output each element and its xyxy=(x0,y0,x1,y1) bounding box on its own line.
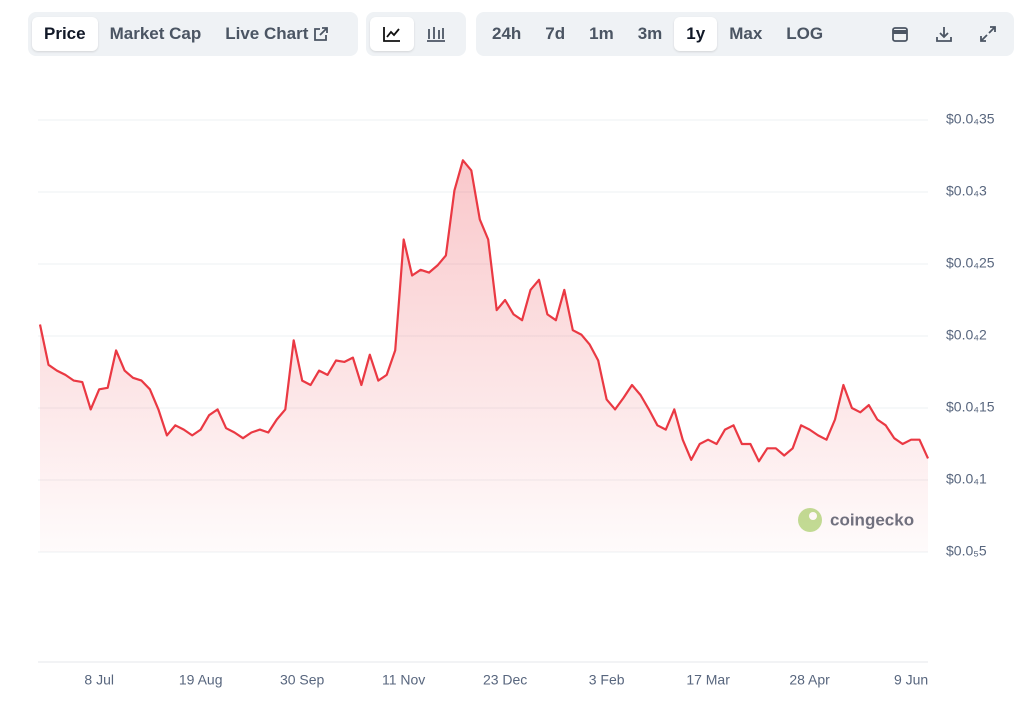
range-button[interactable]: 24h xyxy=(492,24,522,43)
y-tick-label: $0.0₄15 xyxy=(946,399,995,415)
tab-button[interactable]: Market Cap xyxy=(109,24,202,43)
y-tick-label: $0.0₄1 xyxy=(946,471,987,487)
tab-group: Price Market Cap Live Chart xyxy=(28,12,358,56)
watermark: coingecko xyxy=(830,510,914,529)
expand-icon xyxy=(980,26,996,42)
candle-icon xyxy=(427,27,445,42)
y-tick-label: $0.0₄3 xyxy=(946,183,987,199)
range-button[interactable]: 1m xyxy=(589,24,614,43)
tab-button[interactable]: Live Chart xyxy=(213,17,341,51)
x-tick-label: 8 Jul xyxy=(84,672,114,688)
price-line xyxy=(38,159,930,463)
range-button[interactable]: 7d xyxy=(545,24,566,43)
x-tick-label: 3 Feb xyxy=(589,672,625,688)
x-tick-label: 28 Apr xyxy=(789,672,830,688)
y-tick-label: $0.0₄2 xyxy=(946,327,987,343)
logo-eye xyxy=(809,512,817,520)
y-tick-label: $0.0₅5 xyxy=(946,543,987,559)
fullscreen-button[interactable] xyxy=(966,17,1010,51)
line-icon xyxy=(383,27,400,42)
candle-chart-button[interactable] xyxy=(414,17,458,51)
line-chart-button[interactable] xyxy=(370,17,414,51)
download-button[interactable] xyxy=(922,17,966,51)
price-area xyxy=(40,160,928,553)
download-icon xyxy=(936,27,952,42)
x-tick-label: 19 Aug xyxy=(179,672,223,688)
calendar-icon xyxy=(892,27,908,42)
x-tick-label: 17 Mar xyxy=(686,672,730,688)
range-group: 24h 7d 1m 3m 1y Max LOG xyxy=(476,12,1014,56)
x-tick-label: 23 Dec xyxy=(483,672,527,688)
chart-type-group xyxy=(366,12,466,56)
calendar-button[interactable] xyxy=(878,17,922,51)
x-tick-label: 9 Jun xyxy=(894,672,928,688)
x-tick-label: 11 Nov xyxy=(382,672,425,688)
range-button[interactable]: 1y xyxy=(674,17,718,51)
external-icon xyxy=(314,27,329,41)
range-button[interactable]: Max xyxy=(729,24,763,43)
y-tick-label: $0.0₄25 xyxy=(946,255,995,271)
range-button[interactable]: 3m xyxy=(637,24,663,43)
tab-button[interactable]: Price xyxy=(32,17,98,51)
y-tick-label: $0.0₄35 xyxy=(946,111,995,127)
logo-icon xyxy=(798,508,822,532)
x-tick-label: 30 Sep xyxy=(280,672,325,688)
range-button[interactable]: LOG xyxy=(786,24,824,43)
